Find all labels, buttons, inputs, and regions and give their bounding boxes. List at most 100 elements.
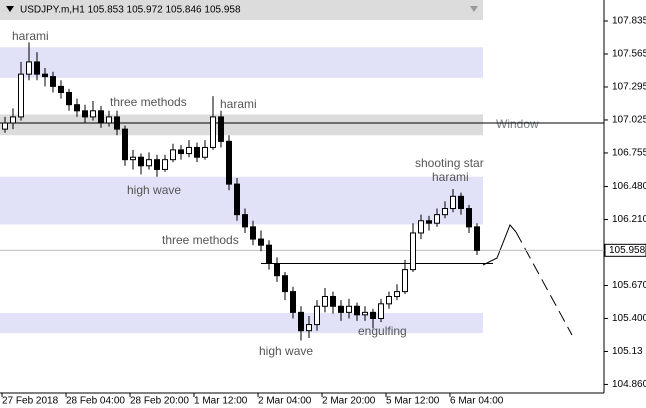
candle-body <box>2 122 8 130</box>
x-tick-label: 27 Feb 2018 <box>2 395 59 406</box>
y-tick-label: 106.210 <box>612 214 646 225</box>
candle-body <box>18 73 24 118</box>
candle-body <box>386 295 392 305</box>
candle-body <box>234 183 240 216</box>
candle-body <box>122 128 128 161</box>
candle-body <box>394 291 400 297</box>
zone <box>0 47 483 78</box>
candle-body <box>322 295 328 307</box>
candle-body <box>314 305 320 326</box>
header-arrow <box>470 6 478 12</box>
candle-body <box>354 305 360 316</box>
candle-body <box>74 104 80 112</box>
pattern-label: high wave <box>127 183 181 197</box>
candle-body <box>114 116 120 130</box>
candle-body <box>282 275 288 293</box>
candle-body <box>194 146 200 158</box>
candle-body <box>42 73 48 78</box>
zone <box>0 312 483 334</box>
candle-body <box>106 116 112 124</box>
candle-body <box>242 214 248 228</box>
y-tick-label: 104.860 <box>612 379 646 390</box>
last-price-box <box>604 243 646 257</box>
candle-body <box>26 61 32 75</box>
candle-body <box>402 269 408 293</box>
pattern-label: harami <box>432 170 469 184</box>
candle-body <box>442 208 448 216</box>
candle-body <box>458 195 464 210</box>
candle-body <box>258 238 264 246</box>
x-tick-label: 28 Feb 20:00 <box>130 395 189 406</box>
last-price-label: 105.958 <box>609 245 646 256</box>
pattern-label: engulfing <box>358 324 407 338</box>
candle-body <box>58 85 64 93</box>
zone-label: Window <box>496 117 539 131</box>
pattern-label: three methods <box>110 95 187 109</box>
zone <box>0 176 483 225</box>
candle-body <box>346 305 352 313</box>
y-tick-label: 107.835 <box>612 16 646 27</box>
pattern-label: three methods <box>162 233 239 247</box>
x-tick-label: 28 Feb 04:00 <box>66 395 125 406</box>
projection-dashed <box>515 231 573 336</box>
candle-body <box>186 146 192 155</box>
x-tick-label: 2 Mar 04:00 <box>258 395 312 406</box>
y-tick-label: 106.480 <box>612 181 646 192</box>
y-tick-label: 106.755 <box>612 148 646 159</box>
candle-body <box>98 110 104 124</box>
candle-body <box>474 226 480 251</box>
candle-body <box>146 159 152 167</box>
candle-body <box>82 110 88 118</box>
candle-body <box>226 140 232 185</box>
candle-body <box>306 324 312 332</box>
candle-body <box>370 311 376 319</box>
candle-body <box>154 159 160 170</box>
header-bar <box>0 0 483 20</box>
y-tick-label: 107.025 <box>612 115 646 126</box>
y-tick-label: 107.565 <box>612 49 646 60</box>
header-icon <box>6 6 14 12</box>
candle-body <box>410 232 416 271</box>
candle-body <box>378 303 384 319</box>
candle-body <box>210 116 216 148</box>
zone <box>0 114 483 136</box>
header: USDJPY.m,H1 105.853 105.972 105.846 105.… <box>20 5 241 16</box>
y-tick-label: 107.295 <box>612 82 646 93</box>
x-tick-label: 5 Mar 12:00 <box>386 395 440 406</box>
pattern-label: harami <box>12 29 49 43</box>
candle-body <box>362 311 368 316</box>
candle-body <box>170 149 176 161</box>
candle-body <box>178 149 184 155</box>
candle-body <box>138 156 144 167</box>
candle-body <box>34 61 40 75</box>
candle-body <box>290 291 296 313</box>
candle-body <box>266 244 272 265</box>
candle-body <box>162 159 168 170</box>
candle-body <box>202 146 208 158</box>
zones <box>0 47 483 334</box>
candle-body <box>426 220 432 224</box>
y-tick-label: 105.13 <box>612 346 643 357</box>
candle-body <box>298 311 304 332</box>
candle-body <box>10 116 16 124</box>
y-tick-label: 105.400 <box>612 313 646 324</box>
candle-body <box>50 76 56 87</box>
candle-body <box>466 208 472 228</box>
candle-body <box>330 295 336 307</box>
pattern-label: high wave <box>259 344 313 358</box>
candle-body <box>418 220 424 234</box>
candle-body <box>66 91 72 106</box>
candle-body <box>434 214 440 224</box>
candle-body <box>450 195 456 210</box>
candle-body <box>338 305 344 313</box>
candle-body <box>218 116 224 142</box>
y-tick-label: 105.670 <box>612 280 646 291</box>
candle-body <box>250 226 256 240</box>
pattern-label: harami <box>220 97 257 111</box>
pattern-label: shooting star <box>415 156 484 170</box>
x-tick-label: 6 Mar 04:00 <box>450 395 504 406</box>
x-tick-label: 1 Mar 12:00 <box>194 395 248 406</box>
projection <box>482 224 517 266</box>
candle-body <box>130 156 136 161</box>
